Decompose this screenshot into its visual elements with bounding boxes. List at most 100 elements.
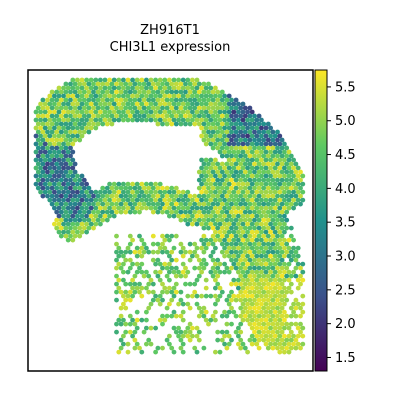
spot-point bbox=[226, 189, 232, 195]
spot-point bbox=[114, 233, 119, 239]
spot-point bbox=[268, 229, 273, 235]
spot-point bbox=[180, 85, 186, 91]
spot-point bbox=[114, 89, 119, 95]
spot-point bbox=[114, 81, 119, 87]
spot-point bbox=[282, 157, 287, 163]
spot-point bbox=[229, 177, 234, 183]
spot-point bbox=[208, 101, 214, 107]
spot-point bbox=[247, 217, 253, 223]
spot-point bbox=[47, 181, 53, 187]
spot-points bbox=[33, 77, 306, 355]
spot-point bbox=[183, 249, 188, 255]
spot-point bbox=[153, 109, 159, 115]
spot-point bbox=[286, 349, 292, 355]
spot-point bbox=[279, 313, 285, 319]
spot-point bbox=[180, 341, 186, 347]
spot-point bbox=[52, 189, 57, 195]
spot-point bbox=[247, 225, 253, 231]
spot-point bbox=[275, 281, 280, 287]
spot-point bbox=[157, 245, 163, 251]
spot-point bbox=[288, 193, 294, 199]
spot-point bbox=[61, 189, 66, 195]
spot-point bbox=[298, 313, 303, 319]
spot-point bbox=[150, 89, 156, 95]
spot-point bbox=[169, 233, 175, 239]
spot-point bbox=[167, 93, 172, 99]
spot-point bbox=[238, 249, 244, 255]
spot-point bbox=[242, 161, 248, 167]
spot-point bbox=[192, 265, 198, 271]
spot-point bbox=[194, 77, 200, 83]
spot-point bbox=[187, 305, 193, 311]
spot-point bbox=[215, 129, 221, 135]
spot-point bbox=[70, 189, 76, 195]
spot-point bbox=[236, 253, 241, 259]
spot-point bbox=[238, 305, 244, 311]
spot-point bbox=[240, 189, 246, 195]
spot-point bbox=[277, 277, 283, 283]
spot-point bbox=[61, 165, 66, 171]
spot-point bbox=[72, 233, 78, 239]
spot-point bbox=[300, 293, 306, 299]
spot-point bbox=[84, 125, 89, 131]
spot-point bbox=[196, 81, 202, 87]
spot-point bbox=[75, 181, 80, 187]
spot-point bbox=[213, 229, 218, 235]
spot-point bbox=[61, 181, 66, 187]
spot-point bbox=[86, 209, 92, 215]
spot-point bbox=[222, 117, 228, 123]
spot-point bbox=[261, 121, 267, 127]
spot-point bbox=[164, 337, 170, 343]
spot-point bbox=[249, 237, 255, 243]
spot-point bbox=[132, 321, 138, 327]
spot-point bbox=[141, 329, 147, 335]
spot-point bbox=[286, 157, 292, 163]
spot-point bbox=[169, 105, 175, 111]
spot-point bbox=[192, 113, 198, 119]
spot-point bbox=[270, 201, 276, 207]
spot-point bbox=[229, 137, 234, 143]
spot-point bbox=[238, 217, 244, 223]
spot-point bbox=[98, 189, 103, 195]
spot-point bbox=[40, 193, 46, 199]
spot-point bbox=[81, 217, 87, 223]
spot-point bbox=[125, 197, 131, 203]
spot-point bbox=[208, 93, 214, 99]
spot-point bbox=[256, 281, 262, 287]
spot-point bbox=[49, 201, 55, 207]
spot-point bbox=[72, 89, 78, 95]
spot-point bbox=[178, 329, 184, 335]
spot-point bbox=[196, 209, 202, 215]
spot-point bbox=[229, 337, 234, 343]
spot-point bbox=[238, 137, 244, 143]
spot-point bbox=[222, 125, 228, 131]
spot-point bbox=[213, 165, 218, 171]
spot-point bbox=[247, 305, 253, 311]
spot-point bbox=[222, 205, 228, 211]
spot-point bbox=[91, 105, 96, 111]
spot-point bbox=[256, 297, 262, 303]
spot-point bbox=[153, 261, 159, 267]
spot-point bbox=[265, 321, 271, 327]
spot-point bbox=[61, 109, 66, 115]
spot-point bbox=[213, 349, 218, 355]
spot-point bbox=[137, 113, 142, 119]
spot-point bbox=[63, 129, 69, 135]
spot-point bbox=[65, 189, 71, 195]
spot-point bbox=[286, 261, 292, 267]
spot-point bbox=[238, 289, 244, 295]
spot-point bbox=[114, 185, 119, 191]
spot-point bbox=[45, 193, 50, 199]
spot-point bbox=[58, 97, 64, 103]
spot-point bbox=[102, 101, 108, 107]
spot-point bbox=[75, 117, 80, 123]
spot-point bbox=[52, 149, 57, 155]
spot-point bbox=[79, 213, 85, 219]
spot-point bbox=[155, 257, 161, 263]
spot-point bbox=[233, 121, 239, 127]
spot-point bbox=[206, 225, 211, 231]
spot-point bbox=[75, 109, 80, 115]
spot-point bbox=[116, 205, 122, 211]
spot-point bbox=[38, 181, 43, 187]
spot-point bbox=[61, 93, 66, 99]
